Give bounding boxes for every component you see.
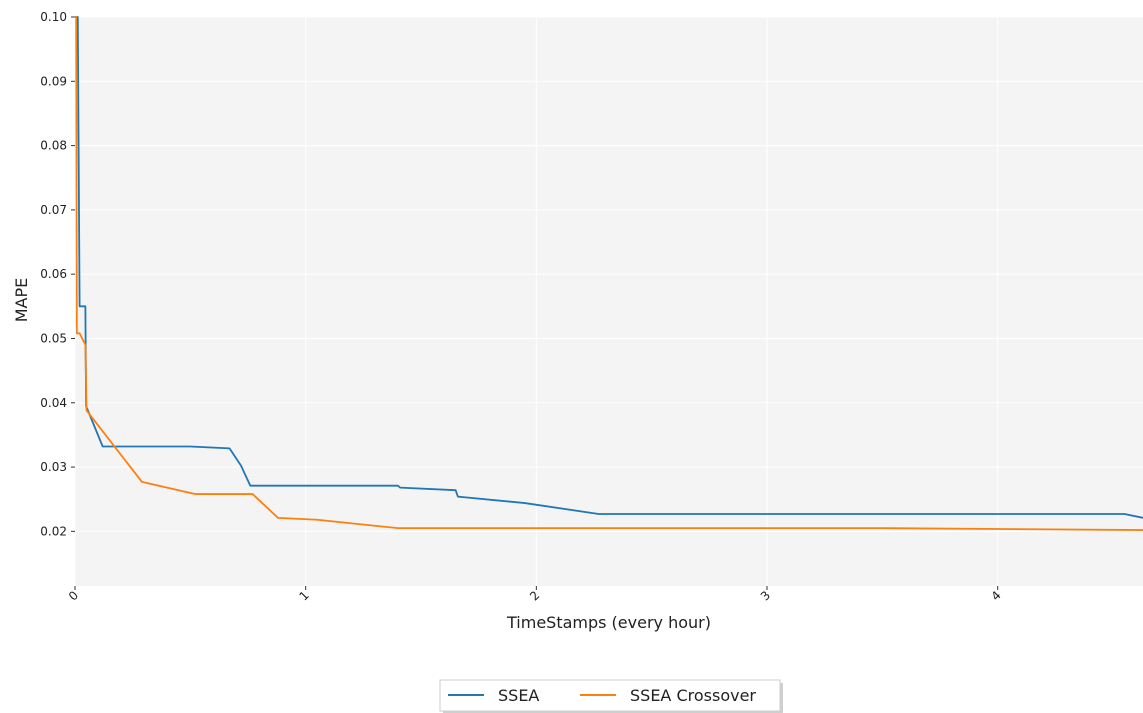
- x-axis-label: TimeStamps (every hour): [506, 613, 711, 632]
- plot-area: [75, 17, 1143, 586]
- x-tick-label-4: 4: [988, 588, 1003, 603]
- y-tick-label-3: 0.05: [40, 331, 67, 345]
- x-tick-label-3: 3: [758, 588, 773, 603]
- grid-lines: [74, 16, 1143, 586]
- y-tick-label-0: 0.02: [40, 524, 67, 538]
- series-line-ssea: [75, 16, 1143, 519]
- x-tick-label-2: 2: [527, 588, 542, 603]
- series-group: [75, 16, 1143, 531]
- y-axis-label: MAPE: [12, 278, 31, 323]
- legend: SSEA SSEA Crossover: [439, 679, 783, 713]
- y-tick-label-2: 0.04: [40, 396, 67, 410]
- y-axis: 0.02 0.03 0.04 0.05 0.06 0.07 0.08 0.09 0.10: [40, 10, 75, 538]
- y-tick-label-7: 0.09: [40, 74, 67, 88]
- y-tick-label-4: 0.06: [40, 267, 67, 281]
- y-tick-label-8: 0.10: [40, 10, 67, 24]
- x-axis: 0 1 2 3 4: [66, 586, 1004, 604]
- series-line-ssea-crossover: [75, 16, 1143, 531]
- x-tick-label-1: 1: [296, 588, 311, 603]
- y-tick-label-1: 0.03: [40, 460, 67, 474]
- legend-label-ssea-crossover: SSEA Crossover: [630, 686, 756, 705]
- x-tick-label-0: 0: [66, 588, 81, 603]
- y-tick-label-5: 0.07: [40, 203, 67, 217]
- y-tick-label-6: 0.08: [40, 139, 67, 153]
- legend-label-ssea: SSEA: [498, 686, 539, 705]
